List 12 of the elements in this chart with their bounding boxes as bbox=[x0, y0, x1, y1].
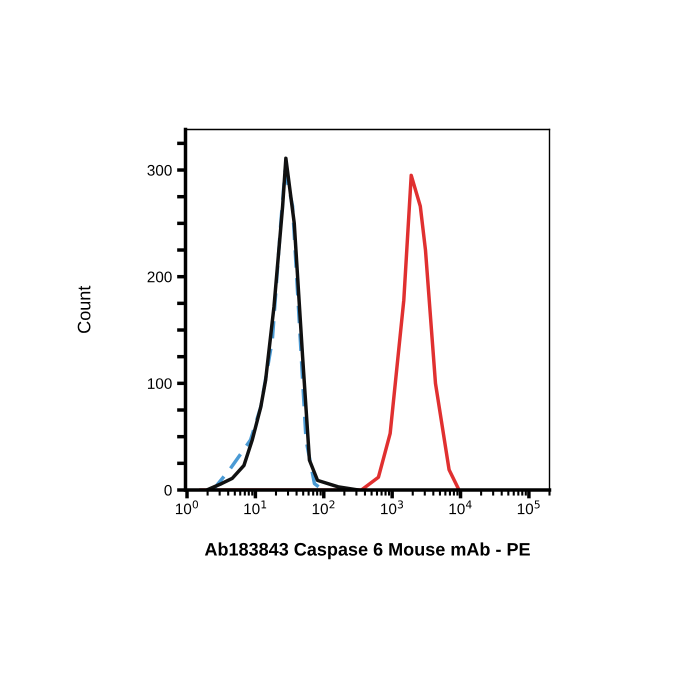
x-axis-title: Ab183843 Caspase 6 Mouse mAb - PE bbox=[204, 542, 530, 560]
y-tick-label: 100 bbox=[148, 378, 172, 390]
x-tick-label: 10$^{0}$ bbox=[176, 500, 198, 514]
x-tick-label: 10$^{2}$ bbox=[312, 500, 334, 514]
y-tick-label: 0 bbox=[164, 484, 172, 496]
y-tick-label: 300 bbox=[147, 164, 172, 176]
x-tick-label: 10$^{3}$ bbox=[381, 500, 404, 514]
x-tick-label: 10$^{5}$ bbox=[518, 500, 540, 514]
x-tick-label: 10$^{1}$ bbox=[244, 500, 266, 514]
y-axis-title: Count bbox=[78, 286, 90, 333]
y-tick-label: 200 bbox=[148, 272, 172, 282]
x-tick-label: 10$^{4}$ bbox=[449, 500, 472, 514]
